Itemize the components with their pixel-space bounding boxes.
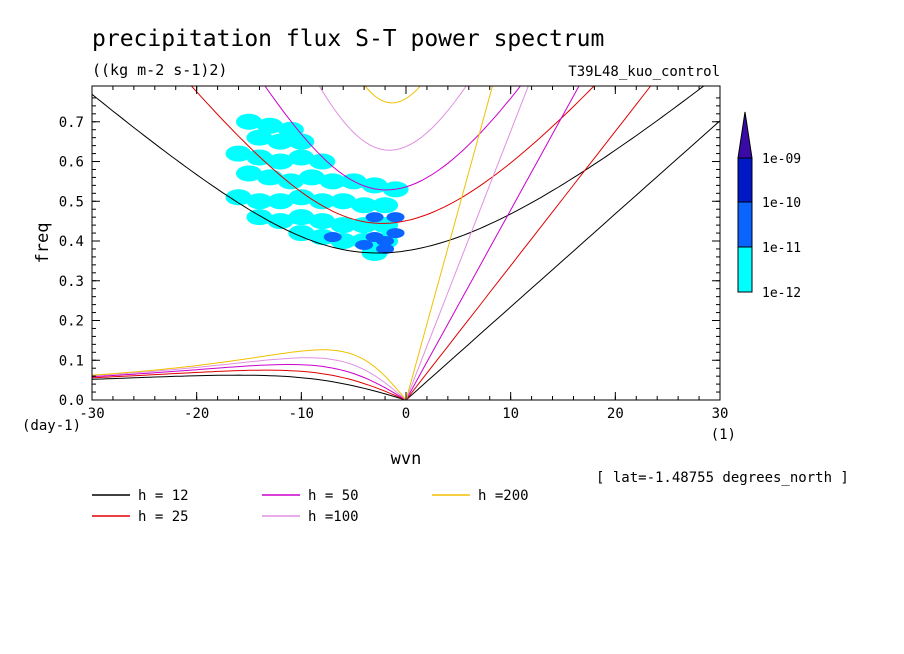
y-tick-label: 0.2	[59, 314, 84, 330]
legend-entry: h =200	[478, 488, 529, 504]
spectral-power-patch	[298, 169, 325, 186]
spectral-power-patch	[277, 173, 304, 190]
spectral-power-patch	[288, 189, 315, 206]
dispersion-curves	[92, 86, 720, 400]
spectral-power-patch	[309, 213, 336, 230]
spectral-power-patch	[225, 145, 252, 162]
spectral-power-patch	[386, 228, 405, 239]
colorbar-segment	[737, 111, 753, 159]
kelvin-curve-50	[405, 86, 580, 400]
legend-entry: h =100	[308, 509, 359, 525]
spectral-power-patch	[355, 239, 374, 250]
spectral-power-patch	[277, 121, 304, 138]
units-label: ((kg m-2 s-1)2)	[92, 61, 227, 79]
kelvin-curve-25	[405, 86, 652, 400]
y-tick-label: 0.6	[59, 155, 84, 171]
x-tick-label: -30	[79, 406, 104, 422]
colorbar-segment	[737, 201, 753, 248]
ig-curve-200	[364, 86, 422, 104]
spectral-power-patch	[288, 133, 315, 150]
legend-entry: h = 25	[138, 509, 189, 525]
spectral-power-patch	[365, 212, 384, 223]
spectral-power-patch	[246, 209, 273, 226]
rossby-curve-25	[92, 369, 407, 400]
spectral-power-patch	[288, 209, 315, 226]
y-tick-label: 0.1	[59, 353, 84, 369]
spectral-power-patch	[246, 129, 273, 146]
y-unit-label: (day-1)	[22, 418, 81, 434]
kelvin-curve-200	[405, 86, 493, 400]
colorbar-label: 1e-10	[762, 196, 801, 211]
spectral-power-patch	[256, 169, 283, 186]
spectral-power-patch	[267, 133, 294, 150]
rossby-curve-12	[92, 374, 407, 400]
ig-curve-50	[264, 86, 522, 191]
x-tick-label: -10	[289, 406, 314, 422]
spectral-power-patch	[246, 149, 273, 166]
x-tick-label: 30	[712, 406, 729, 422]
x-tick-label: -20	[184, 406, 209, 422]
location-note: [ lat=-1.48755 degrees_north ]	[596, 470, 849, 486]
spectral-power-patch	[288, 225, 315, 242]
spectral-power-patch	[236, 113, 262, 130]
spectral-power-patch	[386, 212, 405, 223]
spectral-power-patch	[309, 153, 336, 170]
legend-entry: h = 12	[138, 488, 189, 504]
spectral-power-patch	[246, 193, 273, 210]
spectral-power-patch	[309, 193, 336, 210]
kelvin-curve-100	[405, 86, 529, 400]
x-ticks: -30 -20 -10 0 10 20 30	[79, 86, 728, 422]
y-tick-label: 0.4	[59, 234, 84, 250]
y-tick-label: 0.0	[59, 393, 84, 409]
x-tick-label: 20	[607, 406, 624, 422]
kelvin-curve-12	[405, 120, 720, 400]
x-tick-label: 10	[502, 406, 519, 422]
spectral-power-patch	[351, 197, 378, 214]
spectral-power-patch	[267, 153, 294, 170]
run-label: T39L48_kuo_control	[568, 64, 720, 80]
spectral-power-patch	[319, 173, 346, 190]
colorbar-label: 1e-11	[762, 241, 801, 256]
plot-frame	[91, 85, 721, 401]
chart-title: precipitation flux S-T power spectrum	[92, 26, 604, 52]
rossby-curve-100	[92, 357, 407, 400]
spectral-power-patch	[376, 236, 395, 247]
spectral-power-patch	[267, 193, 294, 210]
spectral-power-patch	[256, 117, 283, 134]
rossby-curve-200	[92, 349, 407, 400]
colorbar-label: 1e-12	[762, 286, 801, 301]
colorbar: 1e-09 1e-10 1e-11 1e-12	[737, 111, 801, 301]
spectral-power-patch	[236, 165, 262, 182]
legend: h = 12 h = 25 h = 50 h =100 h =200	[92, 488, 529, 525]
ig-curve-100	[318, 86, 467, 151]
y-ticks: 0.0 0.1 0.2 0.3 0.4 0.5 0.6 0.7	[59, 97, 720, 409]
spectral-power-patch	[267, 213, 294, 230]
y-tick-label: 0.7	[59, 115, 84, 131]
spectral-power-patch	[225, 189, 252, 206]
plot-area: -30 -20 -10 0 10 20 30 0.00.10.20.30.40.50.60.…	[59, 85, 728, 422]
x-unit-label: (1)	[711, 427, 736, 443]
contour-field	[225, 113, 409, 261]
spectral-power-patch	[330, 217, 357, 234]
y-axis-label: freq	[33, 223, 53, 264]
spectral-power-patch	[376, 243, 395, 254]
x-axis-label: wvn	[391, 449, 422, 469]
spectral-power-patch	[288, 149, 315, 166]
y-tick-label: 0.3	[59, 274, 84, 290]
spectral-power-patch	[323, 232, 342, 243]
spectral-power-patch	[330, 193, 357, 210]
colorbar-label: 1e-09	[762, 152, 801, 167]
legend-entry: h = 50	[308, 488, 359, 504]
colorbar-segment	[737, 157, 753, 203]
colorbar-segment	[737, 246, 753, 293]
spectral-power-patch	[372, 197, 399, 214]
y-tick-label: 0.5	[59, 194, 84, 210]
ig-curve-12	[92, 86, 705, 254]
x-tick-label: 0	[402, 406, 410, 422]
rossby-curve-50	[92, 364, 407, 400]
